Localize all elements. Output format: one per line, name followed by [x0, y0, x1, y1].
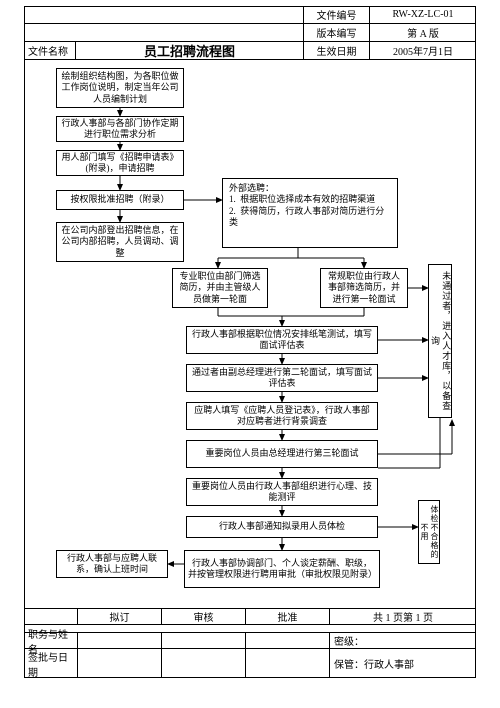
page-info: 共 1 页第 1 页 — [330, 608, 476, 624]
node-approve: 按权限批准招聘（附录） — [56, 190, 184, 210]
talent-pool-text: 未通过者，进入人才库，以备查询 — [429, 269, 452, 413]
sign-date-label: 签批与日期 — [24, 648, 78, 678]
keeper: 保管：行政人事部 — [330, 648, 476, 678]
node-pro-screen: 专业职位由部门筛选简历，并由主管级人员做第一轮面 — [172, 268, 268, 308]
doc-no: RW-XZ-LC-01 — [370, 6, 476, 24]
node-internal-post: 在公司内部登出招聘信息，在公司内部招聘，人员调动、调整 — [56, 222, 184, 262]
node-reg-screen: 常规职位由行政人事部筛选简历，并进行第一轮面试 — [320, 268, 408, 308]
flowchart: 绘制组织结构图，为各职位做工作岗位说明，制定当年公司人员编制计划 行政人事部与各… — [24, 60, 476, 626]
sign-draft — [78, 648, 162, 678]
node-psych-test: 重要岗位人员由行政人事部组织进行心理、技能测评 — [186, 478, 378, 506]
eff-date: 2005年7月1日 — [370, 42, 476, 60]
node-salary-approval: 行政人事部协调部门、个人谈定薪酬、职级，并按管理权限进行聘用审批（审批权限见附录… — [184, 550, 380, 588]
hdr-blank-2 — [24, 24, 304, 42]
col-review: 审核 — [162, 608, 246, 624]
col-blank — [24, 608, 78, 624]
node-hr-analysis: 行政人事部与各部门协作定期进行职位需求分析 — [56, 116, 184, 142]
node-health-fail: 体检不合格的不用 — [418, 500, 440, 564]
role-review — [162, 632, 246, 648]
version-label: 版本编写 — [304, 24, 370, 42]
sign-review — [162, 648, 246, 678]
doc-no-label: 文件编号 — [304, 6, 370, 24]
role-approve — [246, 632, 330, 648]
node-confirm-start: 行政人事部与应聘人联系，确认上班时间 — [56, 550, 168, 578]
node-health-check: 行政人事部通知拟录用人员体检 — [186, 516, 378, 538]
eff-date-label: 生效日期 — [304, 42, 370, 60]
sign-approve — [246, 648, 330, 678]
col-draft: 拟订 — [78, 608, 162, 624]
node-written-test: 行政人事部根据职位情况安排纸笔测试，填写面试评估表 — [186, 326, 378, 354]
node-external-recruit: 外部选聘： 1. 根据职位选择成本有效的招聘渠道 2. 获得简历，行政人事部对简… — [222, 178, 398, 248]
hdr-blank-1 — [24, 6, 304, 24]
version: 第 A 版 — [370, 24, 476, 42]
page: 文件编号 RW-XZ-LC-01 版本编写 第 A 版 文件名称 员工招聘流程图… — [0, 0, 500, 708]
role-draft — [78, 632, 162, 648]
health-fail-text: 体检不合格的不用 — [419, 503, 439, 561]
node-registration: 应聘人填写《应聘人员登记表》，行政人事部对应聘者进行背景调查 — [186, 402, 378, 430]
node-talent-pool: 未通过者，进入人才库，以备查询 — [428, 264, 452, 418]
node-org-structure: 绘制组织结构图，为各职位做工作岗位说明，制定当年公司人员编制计划 — [56, 68, 184, 108]
node-second-interview: 通过者由副总经理进行第二轮面试，填写面试评估表 — [186, 364, 378, 392]
node-request-form: 用人部门填写《招聘申请表》(附录)，申请招聘 — [56, 150, 184, 176]
file-title: 员工招聘流程图 — [76, 42, 304, 60]
col-approve: 批准 — [246, 608, 330, 624]
role-name-label: 职务与姓名 — [24, 632, 78, 648]
node-third-interview: 重要岗位人员由总经理进行第三轮面试 — [186, 440, 378, 468]
sec-level: 密级： — [330, 632, 476, 648]
file-name-label: 文件名称 — [24, 42, 76, 60]
gap-row — [24, 624, 476, 632]
